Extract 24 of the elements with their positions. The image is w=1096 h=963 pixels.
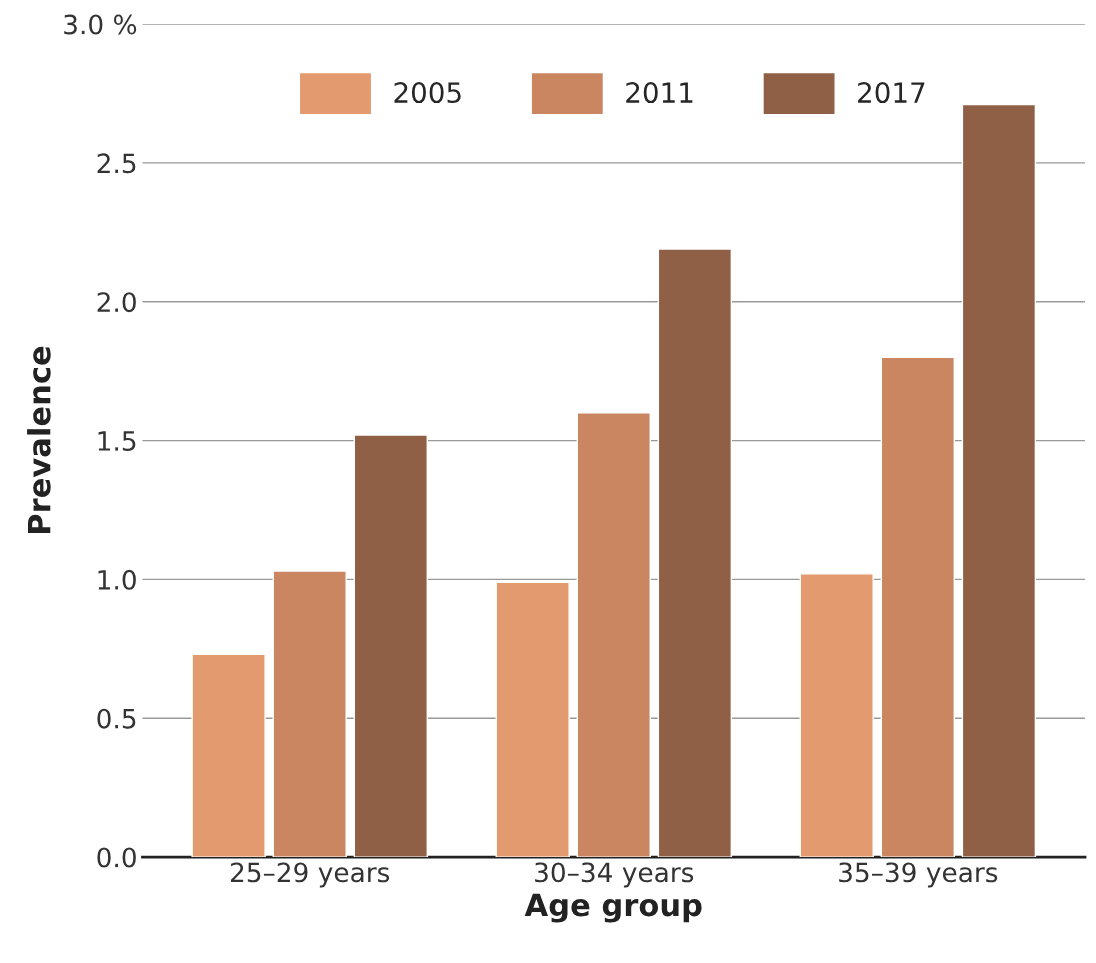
- bar: [657, 248, 733, 858]
- x-tick-label: 30–34 years: [535, 862, 694, 888]
- x-axis-title: Age group: [524, 893, 702, 923]
- bar: [961, 103, 1037, 858]
- y-tick-label: 2.5: [97, 153, 136, 174]
- y-tick-label: 2.0: [97, 292, 136, 313]
- x-tick-label: 25–29 years: [230, 862, 390, 888]
- y-tick-label: 1.0: [98, 569, 136, 590]
- y-tick-label: 0.0: [97, 847, 136, 868]
- y-axis-title: Prevalence: [27, 346, 51, 534]
- bar: [353, 434, 428, 858]
- bar: [576, 412, 651, 858]
- y-tick-label: 1.5: [98, 431, 136, 451]
- bar: [272, 570, 347, 858]
- bar: [191, 653, 266, 858]
- bar: [880, 356, 955, 858]
- legend-label: 2017: [858, 82, 925, 104]
- x-tick-label: 35–39 years: [839, 862, 998, 888]
- bar: [799, 573, 874, 858]
- legend-label: 2011: [626, 82, 693, 104]
- y-tick-label: 0.5: [97, 708, 136, 729]
- bar: [495, 581, 570, 858]
- legend-label: 2005: [394, 82, 461, 104]
- y-tick-label: 3.0 %: [64, 14, 137, 35]
